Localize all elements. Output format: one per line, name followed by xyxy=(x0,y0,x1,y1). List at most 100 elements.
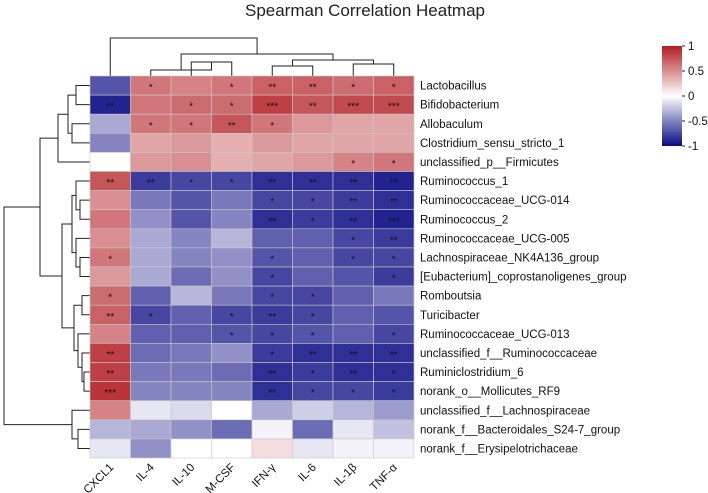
significance-mark: * xyxy=(230,178,234,189)
significance-mark: * xyxy=(189,178,193,189)
significance-mark: * xyxy=(311,216,315,227)
heatmap-cell xyxy=(89,190,131,211)
significance-mark: * xyxy=(311,293,315,304)
significance-mark: *** xyxy=(104,388,116,399)
heatmap-cell xyxy=(130,266,172,287)
row-label: Clostridium_sensu_stricto_1 xyxy=(420,138,564,150)
heatmap-cell xyxy=(211,285,253,306)
row-labels: Lactobacillus Bifidobacterium Allobaculum C… xyxy=(420,81,627,456)
significance-mark: * xyxy=(351,235,355,246)
heatmap-cell xyxy=(170,133,212,153)
row-label: Ruminococcaceae_UCG-013 xyxy=(420,329,570,341)
heatmap-cell xyxy=(373,133,415,153)
heatmap-cell xyxy=(373,400,415,421)
dendrogram-branch xyxy=(79,256,90,278)
column-label: TNF-α xyxy=(368,461,400,493)
heatmap-cell xyxy=(211,190,253,211)
row-label: Romboutsia xyxy=(420,291,482,303)
significance-mark: ** xyxy=(349,178,357,189)
heatmap-cell xyxy=(89,209,131,230)
significance-mark: * xyxy=(189,102,193,113)
significance-mark: *** xyxy=(388,216,400,227)
significance-mark: * xyxy=(311,312,315,323)
dendrogram-branch xyxy=(271,65,314,76)
column-label: IL-10 xyxy=(170,462,197,489)
heatmap-cell xyxy=(130,400,172,421)
significance-mark: * xyxy=(230,83,234,94)
heatmap-cell xyxy=(373,438,415,459)
heatmap-cell xyxy=(89,113,131,134)
heatmap-cell xyxy=(373,113,415,134)
significance-mark: * xyxy=(311,369,315,380)
legend-colorbar xyxy=(662,46,682,146)
row-label: Ruminococcaceae_UCG-014 xyxy=(420,195,570,207)
dendrogram-branch xyxy=(75,85,90,106)
heatmap-cell xyxy=(89,266,131,287)
row-label: Lachnospiraceae_NK4A136_group xyxy=(420,252,599,264)
heatmap-cell xyxy=(170,343,212,363)
heatmap-cell xyxy=(130,343,172,363)
heatmap-cell xyxy=(89,152,131,172)
significance-mark: * xyxy=(392,331,396,342)
heatmap-cell xyxy=(332,419,374,440)
heatmap-cell xyxy=(251,228,293,249)
heatmap-cell xyxy=(211,247,253,268)
dendrogram-branch xyxy=(71,194,76,254)
significance-mark: * xyxy=(230,331,234,342)
heatmap-cell xyxy=(130,381,172,402)
significance-mark: ** xyxy=(106,369,114,380)
significance-mark: ** xyxy=(106,102,114,113)
significance-mark: ** xyxy=(147,178,155,189)
significance-marks: * * ** ** * *** * * *** ** *** **** * ** ** *** ** * * ** **… xyxy=(104,83,399,400)
color-legend: 1 0.5 0 -0.5 -1 xyxy=(662,41,708,153)
heatmap-cell xyxy=(332,133,374,153)
significance-mark: ** xyxy=(228,121,236,132)
column-label: CXCL1 xyxy=(82,462,117,493)
row-label: Turicibacter xyxy=(420,310,480,322)
heatmap-cell xyxy=(170,438,212,459)
significance-mark: ** xyxy=(268,312,276,323)
dendrogram-branch xyxy=(71,409,90,440)
significance-mark: * xyxy=(311,388,315,399)
significance-mark: * xyxy=(108,293,112,304)
heatmap-cell xyxy=(211,152,253,172)
heatmap-cell xyxy=(170,362,212,382)
heatmap-cell xyxy=(170,209,212,230)
significance-mark: *** xyxy=(388,102,400,113)
significance-mark: ** xyxy=(309,178,317,189)
legend-tick-label: -0.5 xyxy=(688,116,708,128)
heatmap-cell xyxy=(373,304,415,325)
dendrogram-branch xyxy=(109,37,258,76)
heatmap-cell xyxy=(130,94,172,115)
heatmap-cell xyxy=(89,419,131,440)
column-label: IL-1β xyxy=(332,461,359,488)
significance-mark: * xyxy=(351,388,355,399)
dendrogram-branch xyxy=(77,428,90,449)
heatmap-cell xyxy=(292,113,334,134)
dendrogram-branch xyxy=(3,206,72,426)
heatmap-cell xyxy=(211,266,253,287)
legend-tick-label: 0.5 xyxy=(688,66,704,78)
significance-mark: * xyxy=(351,83,355,94)
heatmap-cell xyxy=(130,438,172,459)
heatmap-cell xyxy=(292,400,334,421)
dendrogram-branch xyxy=(83,371,90,392)
dendrogram-branch xyxy=(77,333,90,368)
heatmap-cell xyxy=(170,247,212,268)
significance-mark: * xyxy=(270,293,274,304)
heatmap-cell xyxy=(89,133,131,153)
significance-mark: * xyxy=(270,254,274,265)
heatmap-cell xyxy=(170,152,212,172)
heatmap-cell xyxy=(170,285,212,306)
heatmap-cell xyxy=(332,266,374,287)
significance-mark: *** xyxy=(347,102,359,113)
heatmap-cell xyxy=(170,304,212,325)
significance-mark: ** xyxy=(309,83,317,94)
heatmap-cell xyxy=(251,133,293,153)
significance-mark: ** xyxy=(349,216,357,227)
heatmap-cell xyxy=(292,438,334,459)
heatmap-cell xyxy=(332,400,374,421)
row-label: Ruminiclostridium_6 xyxy=(420,367,524,379)
heatmap-cell xyxy=(211,133,253,153)
